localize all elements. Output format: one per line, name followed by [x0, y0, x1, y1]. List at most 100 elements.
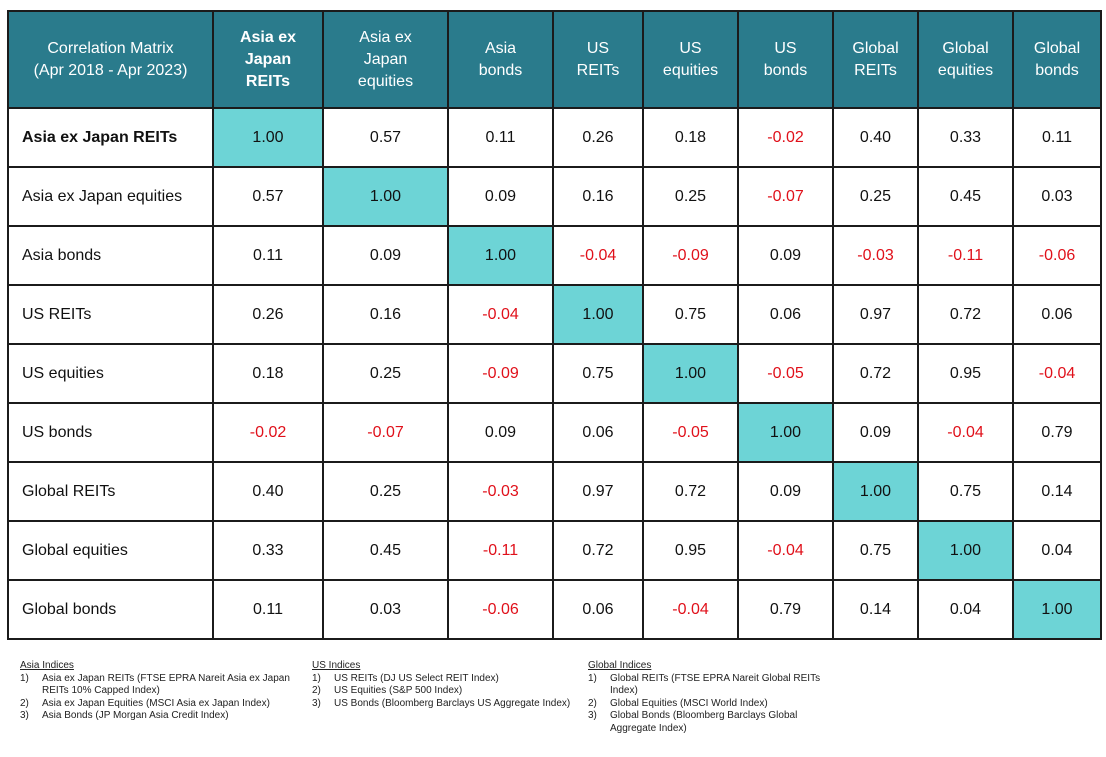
column-header-line: bonds: [1035, 61, 1079, 79]
column-header-line: Asia ex: [359, 28, 412, 46]
correlation-cell: 0.11: [447, 107, 554, 168]
correlation-cell: 0.45: [322, 520, 449, 581]
diagonal-cell: 1.00: [322, 166, 449, 227]
correlation-cell: 0.40: [212, 461, 324, 522]
column-header: US bonds: [737, 10, 834, 109]
note-item: 1) Global REITs (FTSE EPRA Nareit Global …: [588, 673, 838, 698]
row-label: US equities: [7, 343, 214, 404]
correlation-cell: 0.25: [642, 166, 739, 227]
diagonal-cell: 1.00: [447, 225, 554, 286]
column-header-line: bonds: [763, 61, 808, 79]
row-label: US REITs: [7, 284, 214, 345]
correlation-cell: 0.09: [322, 225, 449, 286]
note-text: Asia ex Japan Equities (MSCI Asia ex Jap…: [42, 697, 270, 709]
matrix-row: Global REITs 0.40 0.25 -0.03 0.97 0.72 0.09 1.0…: [7, 461, 1102, 522]
row-label: Asia bonds: [7, 225, 214, 286]
correlation-cell: -0.06: [1012, 225, 1102, 286]
correlation-cell: 0.16: [322, 284, 449, 345]
note-item: 3) Asia Bonds (JP Morgan Asia Credit Inde…: [20, 710, 290, 723]
correlation-cell: -0.09: [447, 343, 554, 404]
correlation-cell: 0.40: [832, 107, 919, 168]
correlation-cell: 0.75: [832, 520, 919, 581]
note-text: Asia Bonds (JP Morgan Asia Credit Index): [42, 710, 229, 721]
note-text: US REITs (DJ US Select REIT Index): [334, 672, 499, 684]
matrix-row: Asia bonds 0.11 0.09 1.00 -0.04 -0.09 0.09 -0.0…: [7, 225, 1102, 286]
notes-global: Global Indices 1) Global REITs (FTSE EPRA…: [588, 660, 838, 735]
correlation-cell: 0.09: [737, 461, 834, 522]
column-header: Global equities: [917, 10, 1014, 109]
column-header-line: US: [586, 39, 610, 57]
note-number: 1): [588, 672, 597, 684]
correlation-cell: 0.57: [322, 107, 449, 168]
notes-list: 1) Asia ex Japan REITs (FTSE EPRA Nareit …: [20, 673, 290, 723]
row-label: US bonds: [7, 402, 214, 463]
correlation-cell: 0.04: [1012, 520, 1102, 581]
correlation-cell: 0.26: [552, 107, 644, 168]
correlation-cell: 0.75: [917, 461, 1014, 522]
matrix-row: Global equities 0.33 0.45 -0.11 0.72 0.95 -0.0…: [7, 520, 1102, 581]
correlation-cell: -0.06: [447, 579, 554, 640]
note-number: 2): [312, 685, 321, 696]
note-item: 2) US Equities (S&P 500 Index): [312, 685, 577, 698]
note-number: 1): [312, 672, 321, 684]
correlation-cell: -0.02: [212, 402, 324, 463]
correlation-cell: 0.25: [832, 166, 919, 227]
correlation-cell: 0.72: [917, 284, 1014, 345]
notes-title: Asia Indices: [20, 660, 74, 671]
correlation-cell: 0.72: [832, 343, 919, 404]
correlation-cell: 0.18: [642, 107, 739, 168]
note-number: 3): [588, 710, 597, 721]
notes-list: 1) Global REITs (FTSE EPRA Nareit Global …: [588, 673, 838, 736]
column-header: Global REITs: [832, 10, 919, 109]
note-item: 1) US REITs (DJ US Select REIT Index): [312, 673, 577, 686]
column-header: Asia ex Japan REITs: [212, 10, 324, 109]
correlation-cell: 0.11: [212, 225, 324, 286]
diagonal-cell: 1.00: [737, 402, 834, 463]
correlation-cell: 0.04: [917, 579, 1014, 640]
note-number: 1): [20, 672, 29, 684]
row-label: Global equities: [7, 520, 214, 581]
correlation-cell: 0.79: [737, 579, 834, 640]
correlation-cell: 0.06: [1012, 284, 1102, 345]
column-header-line: equities: [937, 61, 994, 79]
matrix-row: US equities 0.18 0.25 -0.09 0.75 1.00 -0.05 0.7…: [7, 343, 1102, 404]
note-number: 3): [312, 697, 321, 709]
correlation-cell: 0.45: [917, 166, 1014, 227]
matrix-title-line: Correlation Matrix: [47, 39, 174, 57]
note-text: Global Bonds (Bloomberg Barclays Global …: [610, 710, 798, 734]
note-text: Global Equities (MSCI World Index): [610, 697, 768, 709]
column-header-line: Japan: [244, 50, 292, 68]
correlation-cell: -0.09: [642, 225, 739, 286]
note-text: Global REITs (FTSE EPRA Nareit Global RE…: [610, 672, 821, 697]
column-header: US REITs: [552, 10, 644, 109]
correlation-cell: -0.03: [832, 225, 919, 286]
correlation-cell: -0.02: [737, 107, 834, 168]
note-item: 3) Global Bonds (Bloomberg Barclays Globa…: [588, 710, 838, 735]
row-label: Global bonds: [7, 579, 214, 640]
correlation-cell: -0.04: [917, 402, 1014, 463]
correlation-cell: 0.16: [552, 166, 644, 227]
notes-asia: Asia Indices 1) Asia ex Japan REITs (FTSE…: [20, 660, 290, 723]
correlation-cell: -0.07: [737, 166, 834, 227]
correlation-cell: 0.11: [1012, 107, 1102, 168]
column-header-line: Global: [942, 39, 989, 57]
correlation-cell: -0.04: [642, 579, 739, 640]
correlation-cell: -0.03: [447, 461, 554, 522]
correlation-cell: 0.14: [832, 579, 919, 640]
diagonal-cell: 1.00: [1012, 579, 1102, 640]
correlation-cell: 0.18: [212, 343, 324, 404]
column-header-line: REITs: [576, 61, 620, 79]
correlation-cell: 0.97: [552, 461, 644, 522]
notes-title: Global Indices: [588, 660, 652, 671]
correlation-cell: -0.04: [552, 225, 644, 286]
correlation-cell: -0.07: [322, 402, 449, 463]
column-header-line: Global: [1033, 39, 1081, 57]
header-row: Correlation Matrix (Apr 2018 - Apr 2023)…: [7, 10, 1102, 109]
correlation-cell: 0.14: [1012, 461, 1102, 522]
correlation-matrix: Correlation Matrix (Apr 2018 - Apr 2023)…: [7, 10, 1102, 640]
diagonal-cell: 1.00: [832, 461, 919, 522]
matrix-row: US REITs 0.26 0.16 -0.04 1.00 0.75 0.06 0.97 0.7…: [7, 284, 1102, 345]
column-header-line: bonds: [478, 61, 523, 79]
correlation-cell: 0.25: [322, 461, 449, 522]
correlation-cell: -0.11: [917, 225, 1014, 286]
